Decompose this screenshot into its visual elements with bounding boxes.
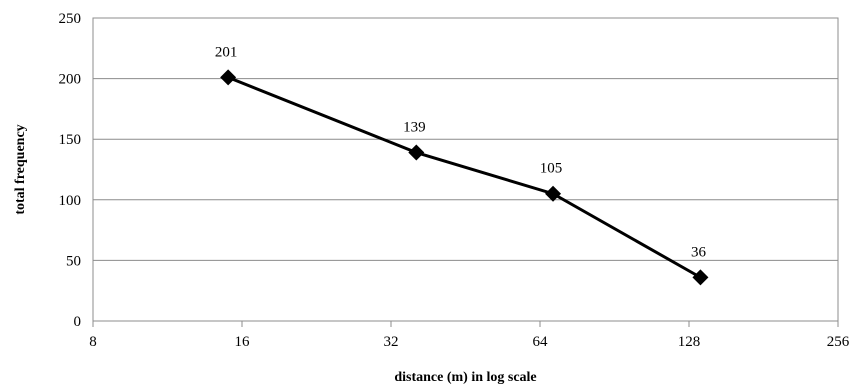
x-tick-label-64: 64 — [533, 334, 549, 350]
data-point-0 — [220, 69, 237, 86]
x-tick-label-8: 8 — [89, 334, 97, 350]
series-line-0 — [227, 75, 702, 279]
data-labels: 201 139 105 36 — [215, 44, 707, 260]
y-axis-title: total frequency — [13, 124, 28, 214]
x-tick-label-256: 256 — [827, 334, 850, 350]
data-label-0: 201 — [215, 44, 238, 60]
x-axis-title: distance (m) in log scale — [394, 370, 536, 385]
data-point-1 — [408, 144, 425, 161]
plot-border — [92, 17, 839, 322]
y-tick-labels: 0 50 100 150 200 250 — [59, 11, 82, 330]
gridlines — [93, 17, 838, 261]
data-label-1: 139 — [403, 120, 426, 136]
y-tick-label-50: 50 — [66, 253, 81, 269]
data-point-2 — [545, 185, 562, 202]
y-tick-label-250: 250 — [59, 11, 82, 27]
y-tick-label-200: 200 — [59, 72, 82, 88]
x-tick-labels: 8 16 32 64 128 256 — [89, 334, 850, 350]
y-tick-label-0: 0 — [74, 314, 82, 330]
x-tick-label-128: 128 — [678, 334, 701, 350]
axes — [92, 17, 839, 327]
data-label-2: 105 — [540, 161, 563, 177]
y-tick-label-150: 150 — [59, 132, 82, 148]
x-tick-label-32: 32 — [384, 334, 399, 350]
x-tick-label-16: 16 — [235, 334, 251, 350]
y-tick-label-100: 100 — [59, 193, 82, 209]
series — [220, 69, 709, 286]
data-point-3 — [692, 269, 709, 286]
data-label-3: 36 — [691, 244, 707, 260]
